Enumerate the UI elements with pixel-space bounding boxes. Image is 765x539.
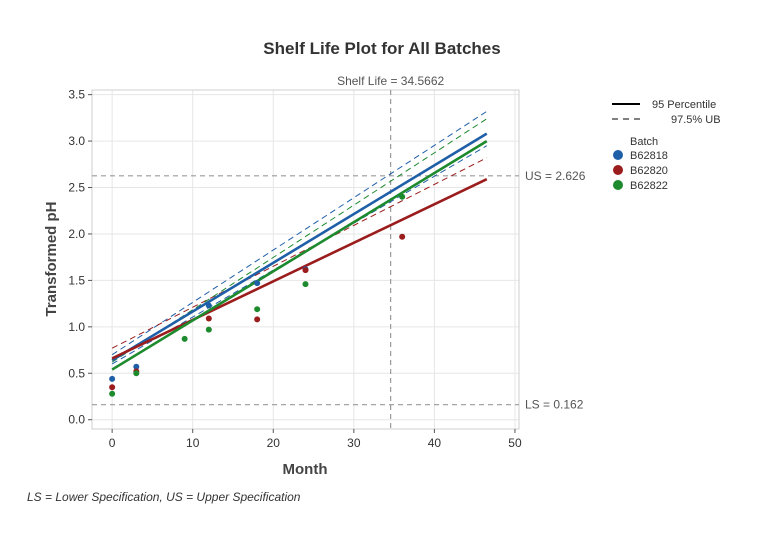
- series-b62818-point: [109, 375, 116, 382]
- series-b62820-point: [254, 316, 261, 323]
- y-tick-label: 3.0: [68, 134, 85, 148]
- series-b62818-upper-bound: [111, 110, 488, 356]
- series-b62818-fit-line: [111, 132, 488, 362]
- series-b62820-point: [205, 315, 212, 322]
- legend-marker-b62822: [613, 180, 623, 190]
- series-b62822-point: [181, 335, 188, 342]
- series-layer: [109, 110, 488, 397]
- x-tick-label: 20: [267, 436, 281, 450]
- y-tick-label: 3.5: [68, 88, 85, 102]
- x-tick-label: 10: [186, 436, 200, 450]
- x-tick-label: 0: [109, 436, 116, 450]
- footnote: LS = Lower Specification, US = Upper Spe…: [27, 490, 301, 504]
- grid-lines: [92, 90, 519, 429]
- plot-area: [91, 89, 520, 430]
- series-b62822-fit-line: [111, 139, 488, 371]
- series-b62822-point: [133, 370, 140, 377]
- legend: 95 Percentile 97.5% UB Batch B62818 B62820 B6…: [612, 99, 721, 192]
- legend-marker-b62820: [613, 165, 623, 175]
- series-b62820-point: [109, 384, 116, 391]
- x-axis-label: Month: [283, 461, 328, 478]
- y-tick-label: 2.5: [68, 181, 85, 195]
- legend-label-b62818: B62818: [630, 150, 668, 162]
- lower-spec-label: LS = 0.162: [525, 398, 584, 412]
- series-b62822-point: [254, 306, 261, 313]
- reference-lines: US = 2.626 LS = 0.162 Shelf Life = 34.5662: [92, 74, 586, 429]
- series-b62820-upper-bound: [111, 157, 488, 349]
- series-b62818-point: [254, 280, 261, 287]
- series-b62818-point: [133, 363, 140, 370]
- y-tick-label: 0.5: [68, 366, 85, 380]
- legend-marker-b62818: [613, 150, 623, 160]
- legend-95-percentile: 95 Percentile: [652, 99, 716, 111]
- series-b62822-point: [302, 281, 309, 288]
- series-b62822-point: [399, 193, 406, 200]
- y-axis-label: Transformed pH: [43, 201, 60, 316]
- axis-ticks: 0 10 20 30 40 50 0.0 0.5 1.0 1.5 2.0 2.5 3.0 3.5: [68, 88, 522, 450]
- legend-label-b62822: B62822: [630, 180, 668, 192]
- y-tick-label: 0.0: [68, 413, 85, 427]
- x-tick-label: 40: [428, 436, 442, 450]
- y-tick-label: 1.0: [68, 320, 85, 334]
- series-b62818-point: [205, 302, 212, 309]
- legend-batch-title: Batch: [630, 136, 658, 148]
- x-tick-label: 50: [508, 436, 522, 450]
- y-tick-label: 1.5: [68, 273, 85, 287]
- y-tick-label: 2.0: [68, 227, 85, 241]
- legend-97-5-ub: 97.5% UB: [671, 114, 721, 126]
- upper-spec-label: US = 2.626: [525, 169, 586, 183]
- series-b62822-point: [205, 326, 212, 333]
- series-b62820-point: [302, 267, 309, 274]
- legend-label-b62820: B62820: [630, 165, 668, 177]
- series-b62820-fit-line: [111, 177, 488, 360]
- chart-title: Shelf Life Plot for All Batches: [263, 39, 500, 58]
- series-b62820-point: [399, 233, 406, 240]
- shelf-life-label: Shelf Life = 34.5662: [337, 74, 444, 88]
- x-tick-label: 30: [347, 436, 361, 450]
- series-b62822-point: [109, 390, 116, 397]
